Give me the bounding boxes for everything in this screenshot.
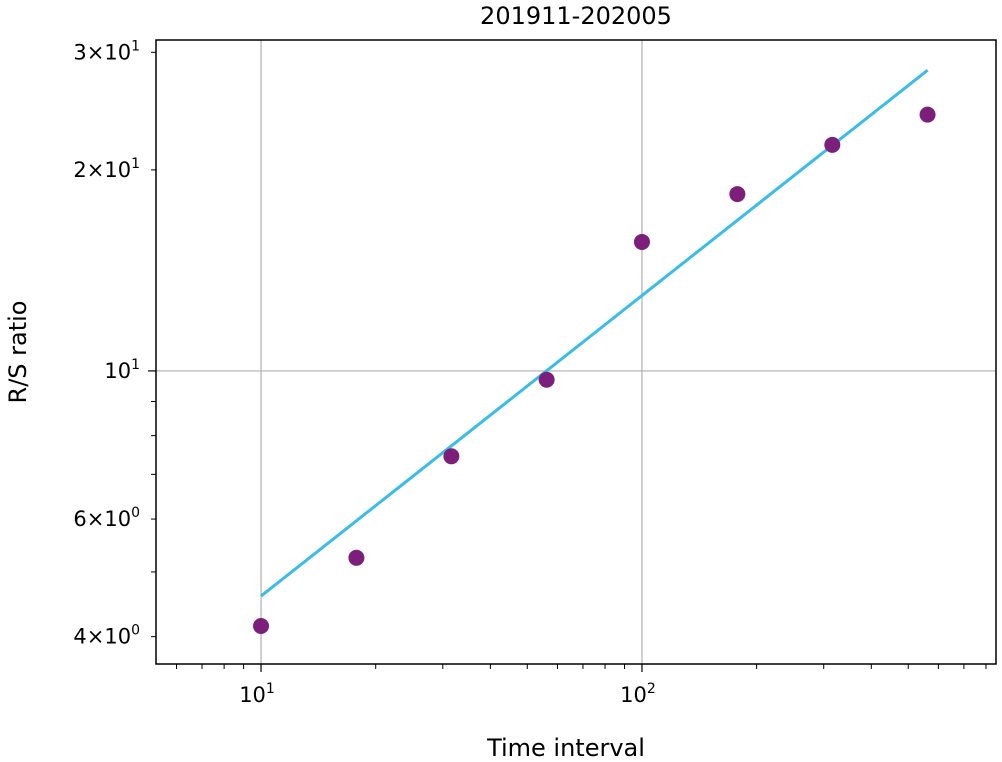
series-layer [253,69,936,634]
y-axis-label: R/S ratio [4,301,32,404]
data-point [538,371,555,388]
y-tick-labels: 4×100 6×100 101 2×101 3×101 [73,38,140,648]
data-point [729,186,746,203]
minor-ticks [151,51,987,669]
y-tick-label: 101 [104,357,140,383]
major-ticks [148,370,643,672]
x-tick-labels: 101 102 [239,681,656,707]
data-point [348,549,365,566]
y-tick-label: 2×101 [73,156,140,182]
y-tick-label: 4×100 [73,623,140,649]
data-point [253,617,270,634]
data-point [919,106,936,123]
data-point [824,136,841,153]
fit-line [260,69,929,598]
x-axis-label: Time interval [486,734,645,762]
data-point [633,233,650,250]
grid-lines [156,40,996,664]
y-tick-label: 6×100 [73,505,140,531]
plot-frame [155,39,997,665]
chart-title: 201911-202005 [480,2,672,30]
y-tick-label: 3×101 [73,38,140,64]
x-tick-label: 102 [620,681,656,707]
x-tick-label: 101 [239,681,275,707]
data-point [443,448,460,465]
